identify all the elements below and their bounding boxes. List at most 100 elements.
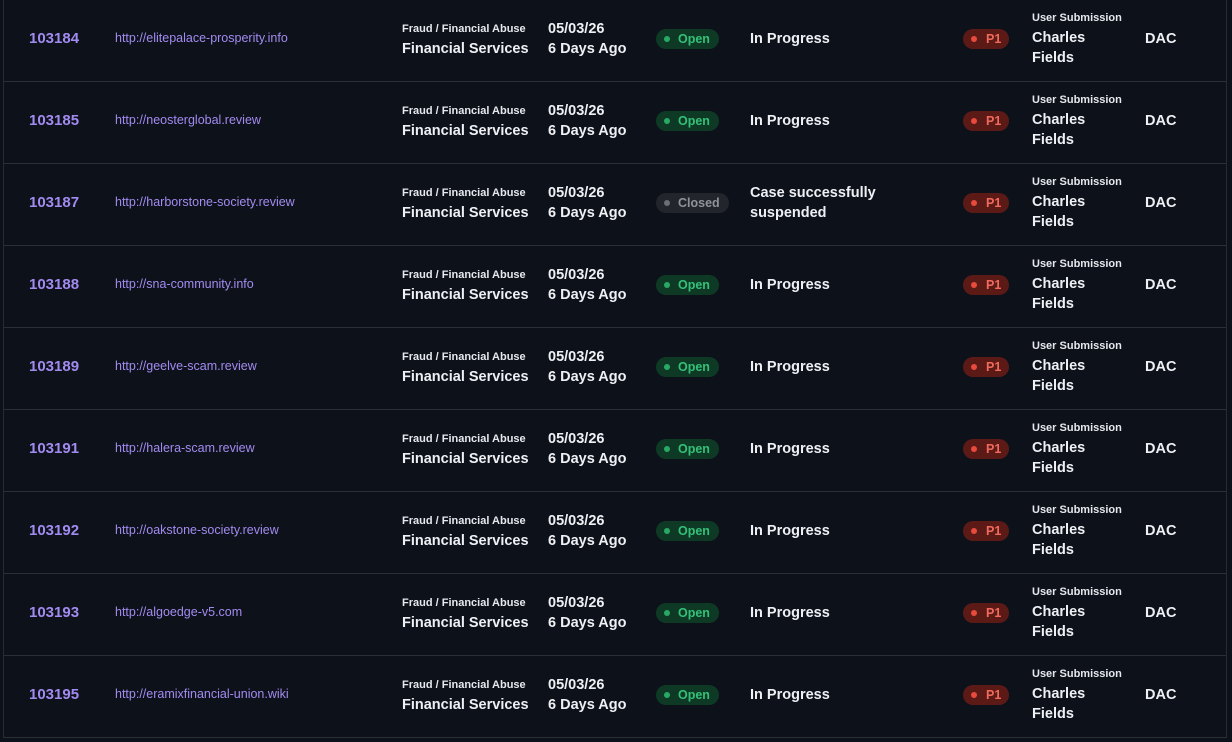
reporter-name: Charles Fields: [1032, 604, 1086, 640]
status-badge: Open: [656, 521, 719, 541]
status-badge: Open: [656, 603, 719, 623]
priority-badge: P1: [963, 275, 1010, 295]
status-label: Open: [678, 360, 710, 374]
source-label: User Submission: [1032, 12, 1122, 24]
source-cell: User Submission Charles Fields: [1032, 339, 1122, 396]
progress-text: In Progress: [750, 441, 830, 457]
date-label: 05/03/26: [548, 185, 605, 201]
category-cell: Fraud / Financial Abuse Financial Servic…: [402, 350, 529, 387]
date-label: 05/03/26: [548, 513, 605, 529]
priority-dot-icon: [971, 692, 977, 698]
reported-url-link[interactable]: http://eramixfinancial-union.wiki: [115, 687, 289, 701]
status-dot-icon: [664, 610, 670, 616]
source-label: User Submission: [1032, 422, 1122, 434]
case-id-link[interactable]: 103192: [29, 522, 80, 539]
team-label: DAC: [1145, 441, 1177, 457]
subcategory-label: Financial Services: [402, 533, 529, 549]
progress-text: In Progress: [750, 277, 830, 293]
subcategory-label: Financial Services: [402, 615, 529, 631]
case-id-link[interactable]: 103195: [29, 686, 80, 703]
priority-dot-icon: [971, 446, 977, 452]
reported-url-link[interactable]: http://geelve-scam.review: [115, 359, 257, 373]
priority-dot-icon: [971, 282, 977, 288]
source-label: User Submission: [1032, 258, 1122, 270]
source-label: User Submission: [1032, 504, 1122, 516]
age-label: 6 Days Ago: [548, 533, 627, 549]
progress-text: In Progress: [750, 31, 830, 47]
table-row[interactable]: 103188 http://sna-community.info Fraud /…: [4, 246, 1226, 328]
table-row[interactable]: 103189 http://geelve-scam.review Fraud /…: [4, 328, 1226, 410]
status-dot-icon: [664, 118, 670, 124]
priority-label: P1: [986, 114, 1002, 128]
subcategory-label: Financial Services: [402, 697, 529, 713]
source-label: User Submission: [1032, 176, 1122, 188]
priority-label: P1: [986, 606, 1002, 620]
case-id-link[interactable]: 103193: [29, 604, 80, 621]
table-row[interactable]: 103184 http://elitepalace-prosperity.inf…: [4, 0, 1226, 82]
case-id-link[interactable]: 103189: [29, 358, 80, 375]
case-id-link[interactable]: 103188: [29, 276, 80, 293]
case-id-link[interactable]: 103184: [29, 30, 80, 47]
status-dot-icon: [664, 36, 670, 42]
date-label: 05/03/26: [548, 267, 605, 283]
reported-url-link[interactable]: http://oakstone-society.review: [115, 523, 279, 537]
reported-url-link[interactable]: http://algoedge-v5.com: [115, 605, 243, 619]
age-label: 6 Days Ago: [548, 41, 627, 57]
source-cell: User Submission Charles Fields: [1032, 93, 1122, 150]
status-label: Closed: [678, 196, 720, 210]
progress-text: Case successfully suspended: [750, 185, 876, 221]
status-label: Open: [678, 606, 710, 620]
table-row[interactable]: 103195 http://eramixfinancial-union.wiki…: [4, 656, 1226, 738]
status-dot-icon: [664, 200, 670, 206]
priority-badge: P1: [963, 439, 1010, 459]
table-row[interactable]: 103191 http://halera-scam.review Fraud /…: [4, 410, 1226, 492]
category-cell: Fraud / Financial Abuse Financial Servic…: [402, 186, 529, 223]
subcategory-label: Financial Services: [402, 369, 529, 385]
category-label: Fraud / Financial Abuse: [402, 187, 526, 199]
reporter-name: Charles Fields: [1032, 686, 1086, 722]
case-id-link[interactable]: 103185: [29, 112, 80, 129]
case-id-link[interactable]: 103187: [29, 194, 80, 211]
status-label: Open: [678, 442, 710, 456]
status-label: Open: [678, 278, 710, 292]
source-cell: User Submission Charles Fields: [1032, 585, 1122, 642]
source-cell: User Submission Charles Fields: [1032, 175, 1122, 232]
date-label: 05/03/26: [548, 677, 605, 693]
reported-url-link[interactable]: http://elitepalace-prosperity.info: [115, 31, 288, 45]
priority-badge: P1: [963, 685, 1010, 705]
table-row[interactable]: 103193 http://algoedge-v5.com Fraud / Fi…: [4, 574, 1226, 656]
subcategory-label: Financial Services: [402, 41, 529, 57]
team-label: DAC: [1145, 605, 1177, 621]
status-dot-icon: [664, 364, 670, 370]
case-id-link[interactable]: 103191: [29, 440, 80, 457]
category-label: Fraud / Financial Abuse: [402, 23, 526, 35]
progress-text: In Progress: [750, 113, 830, 129]
subcategory-label: Financial Services: [402, 451, 529, 467]
reporter-name: Charles Fields: [1032, 440, 1086, 476]
category-cell: Fraud / Financial Abuse Financial Servic…: [402, 596, 529, 633]
subcategory-label: Financial Services: [402, 287, 529, 303]
date-cell: 05/03/26 6 Days Ago: [548, 675, 626, 715]
team-label: DAC: [1145, 113, 1177, 129]
date-cell: 05/03/26 6 Days Ago: [548, 429, 626, 469]
table-row[interactable]: 103185 http://neosterglobal.review Fraud…: [4, 82, 1226, 164]
reporter-name: Charles Fields: [1032, 30, 1086, 66]
age-label: 6 Days Ago: [548, 697, 627, 713]
date-cell: 05/03/26 6 Days Ago: [548, 265, 626, 305]
category-cell: Fraud / Financial Abuse Financial Servic…: [402, 104, 529, 141]
team-label: DAC: [1145, 277, 1177, 293]
team-label: DAC: [1145, 687, 1177, 703]
reported-url-link[interactable]: http://sna-community.info: [115, 277, 254, 291]
status-badge: Closed: [656, 193, 729, 213]
date-cell: 05/03/26 6 Days Ago: [548, 19, 626, 59]
reported-url-link[interactable]: http://halera-scam.review: [115, 441, 255, 455]
source-cell: User Submission Charles Fields: [1032, 421, 1122, 478]
age-label: 6 Days Ago: [548, 287, 627, 303]
reported-url-link[interactable]: http://neosterglobal.review: [115, 113, 261, 127]
table-row[interactable]: 103187 http://harborstone-society.review…: [4, 164, 1226, 246]
priority-label: P1: [986, 196, 1002, 210]
table-row[interactable]: 103192 http://oakstone-society.review Fr…: [4, 492, 1226, 574]
date-label: 05/03/26: [548, 21, 605, 37]
reported-url-link[interactable]: http://harborstone-society.review: [115, 195, 295, 209]
status-label: Open: [678, 114, 710, 128]
